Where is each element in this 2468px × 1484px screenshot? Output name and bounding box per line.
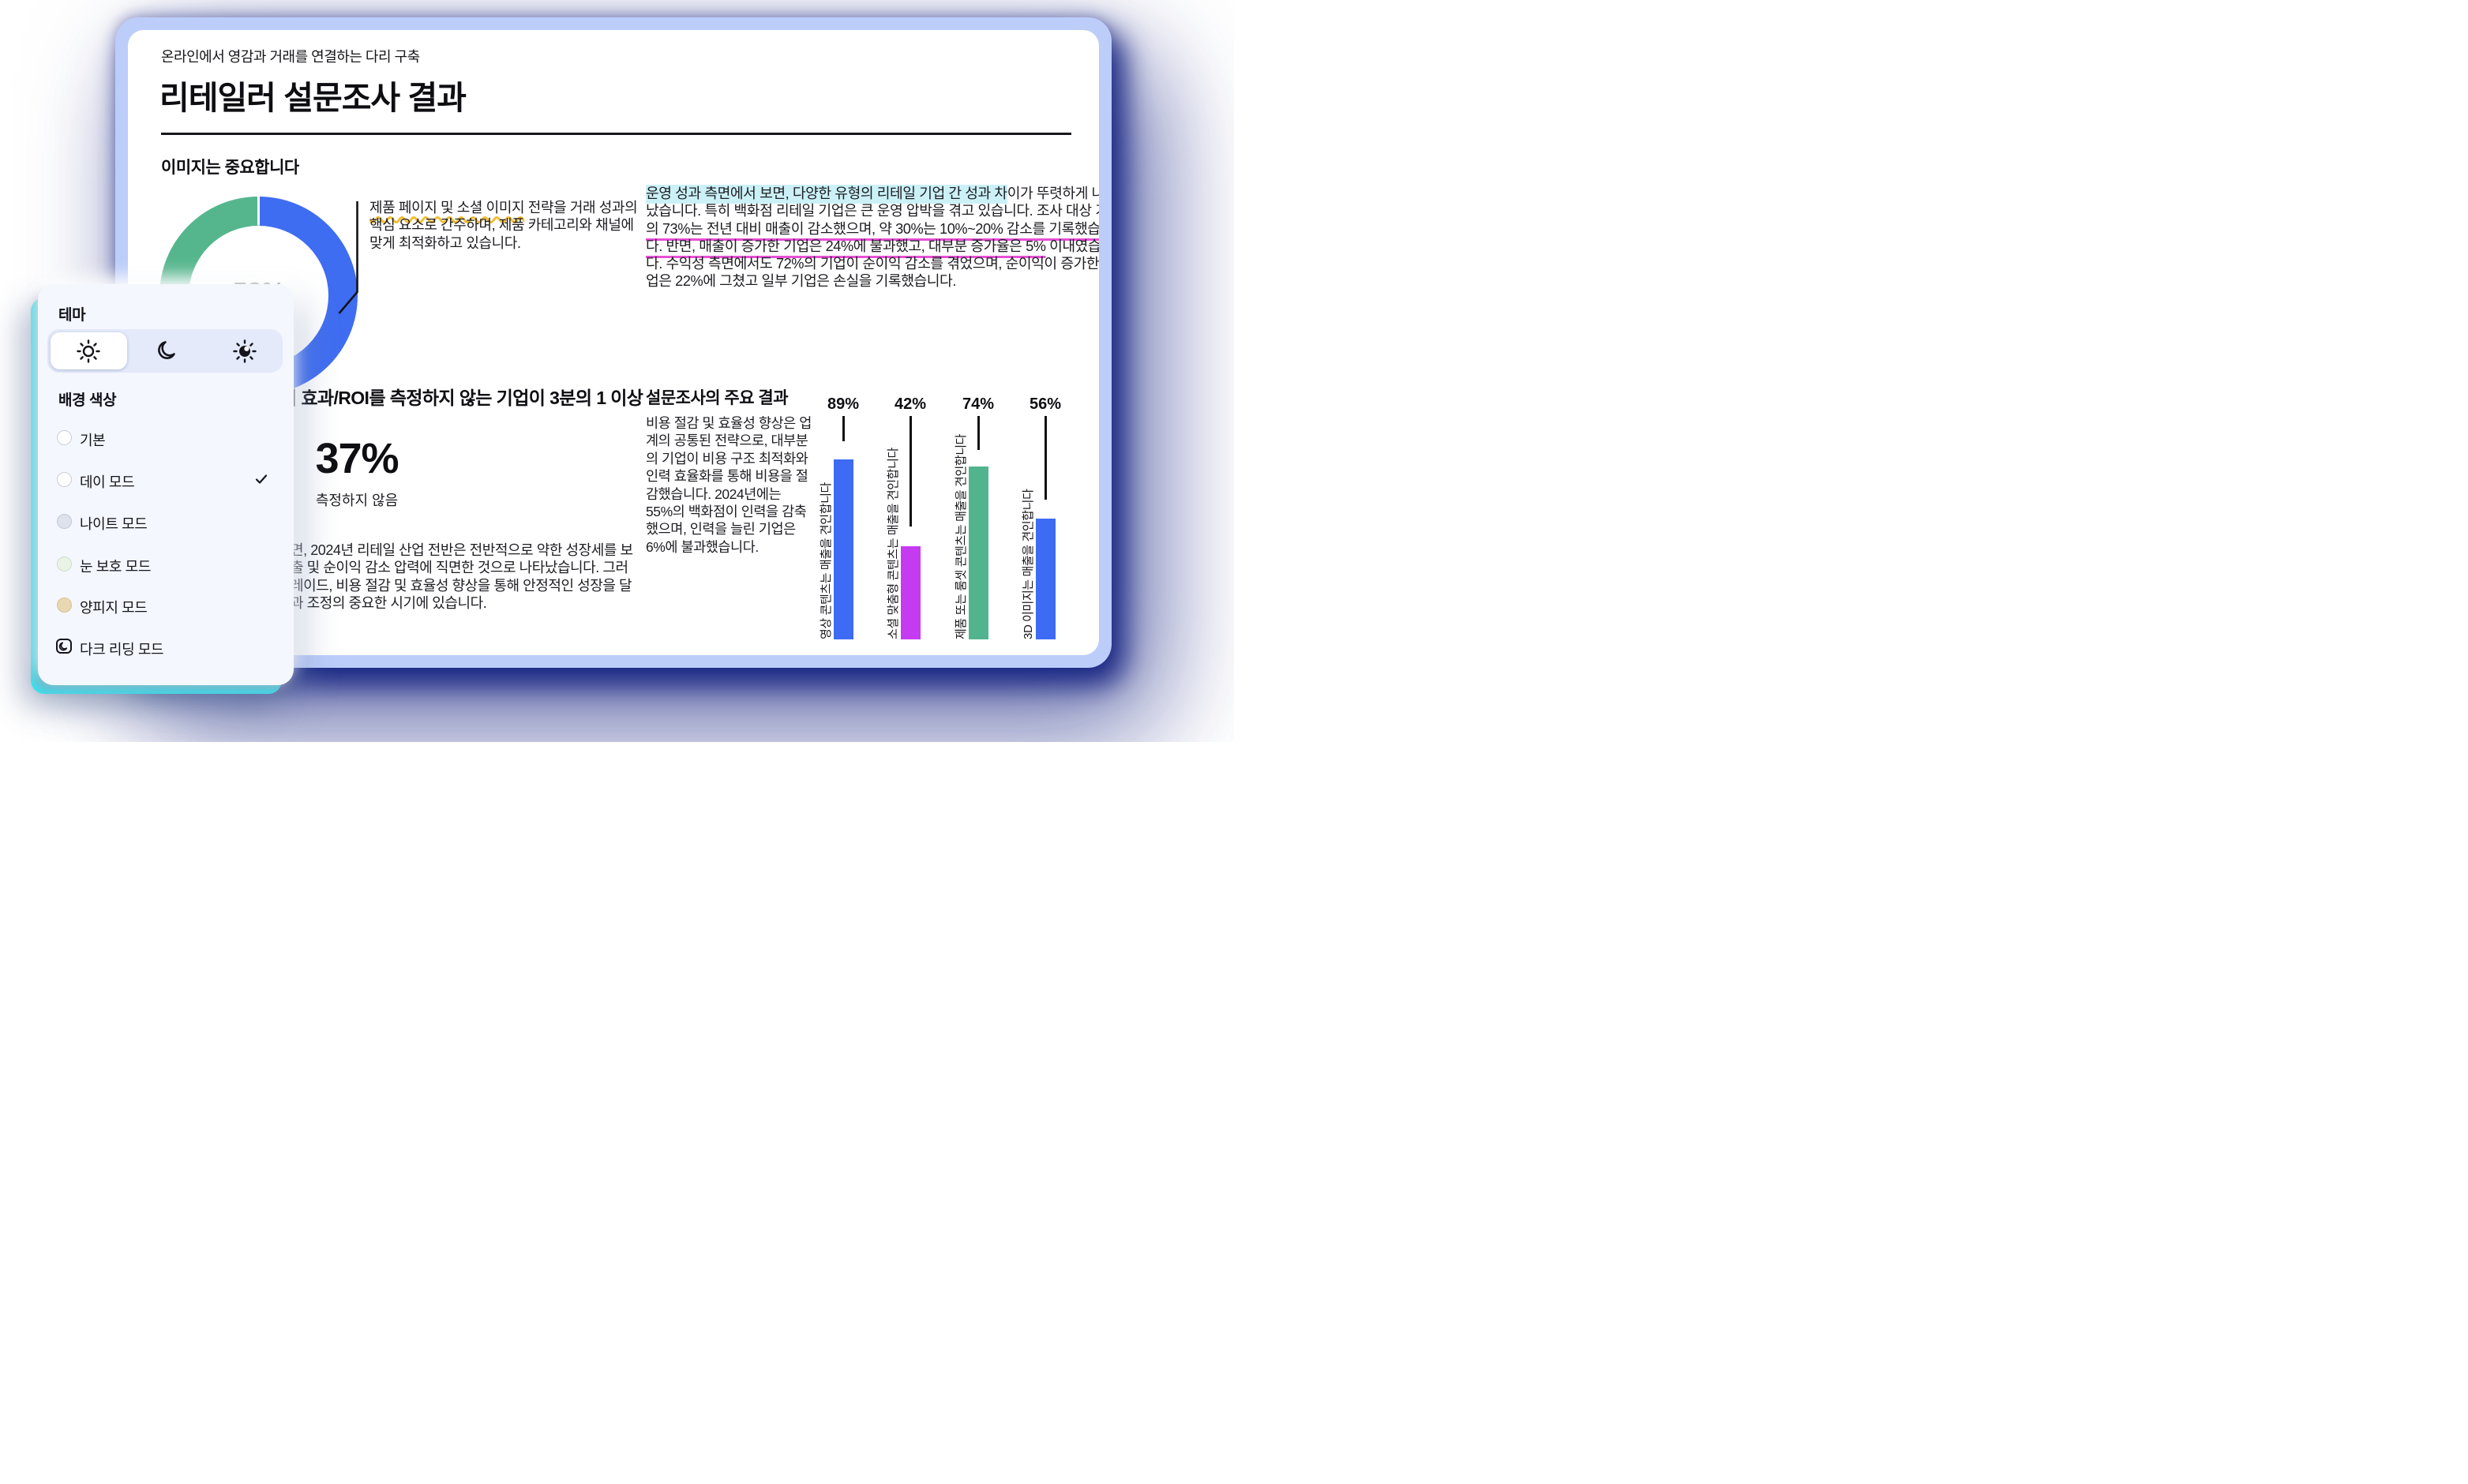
roi-line-2: 출 및 순이익 감소 압력에 직면한 것으로 나타났습니다. 그러	[291, 560, 628, 576]
bar-category-label: 3D 이미지는 매출을 견인합니다	[1022, 489, 1035, 639]
bg-option-label: 눈 보호 모드	[80, 559, 152, 575]
dark-reading-mode-icon	[56, 639, 72, 654]
survey-line-8: 6%에 불과했습니다.	[646, 538, 759, 555]
bar-value-label: 42%	[894, 395, 927, 413]
operations-paragraph: 운영 성과 측면에서 보면, 다양한 유형의 리테일 기업 간 성과 차이가 뚜…	[646, 185, 1099, 290]
bar-video-content	[834, 459, 853, 639]
ops-line-4: 다. 반면, 매출이 증가한 기업은 24%에 불과했고, 대부분 증가율은 5…	[646, 238, 1099, 254]
callout-line-1: 제품 페이지 및 소셜 이미지 전략을 거래 성과의	[369, 200, 638, 215]
auto-mode-button[interactable]	[206, 332, 283, 369]
section-heading-images: 이미지는 중요합니다	[161, 159, 299, 177]
bar-social-content	[901, 546, 921, 639]
background-color-heading: 배경 색상	[58, 392, 117, 409]
bg-option-parchment[interactable]: 양피지 모드	[38, 592, 294, 619]
bg-option-label: 양피지 모드	[80, 600, 148, 616]
survey-line-3: 의 기업이 비용 구조 최적화와	[646, 450, 808, 467]
survey-line-6: 55%의 백화점이 인력을 감축	[646, 504, 807, 520]
bar-category-label: 소셜 맞춤형 콘텐츠는 매출을 견인합니다	[887, 448, 900, 639]
theme-panel-title: 테마	[58, 307, 86, 324]
dark-mode-button[interactable]	[130, 332, 207, 369]
bar-value-label: 74%	[962, 395, 995, 413]
dark-reading-mode-item[interactable]: 다크 리딩 모드	[38, 634, 294, 661]
bar-leader-line	[977, 416, 980, 450]
bar-leader-line	[1045, 416, 1047, 500]
bar-category-label: 제품 또는 룸셋 콘텐츠는 매출을 견인합니다	[955, 433, 968, 639]
roi-stat-value: 37%	[315, 435, 399, 482]
bg-option-label: 나이트 모드	[80, 516, 148, 532]
pink-underlined-text: 의 73%는 전년 대비 매출이 감소했으며, 약 30%는 10%~20% 감…	[646, 220, 1099, 237]
pink-underlined-text: 다. 반면, 매출이 증가한 기업은 24%에 불과했고, 대부분 증가율은 5…	[646, 238, 1046, 254]
parchment-swatch-icon	[57, 598, 72, 613]
callout-line-3: 맞게 최적화하고 있습니다.	[369, 234, 521, 251]
survey-line-4: 인력 효율화를 통해 비용을 절	[646, 468, 808, 485]
theme-mode-segmented-control	[47, 329, 283, 373]
ops-line-5: 다. 수익성 측면에서도 72%의 기업이 순이익 감소를 겪었으며, 순이익이…	[646, 256, 1099, 272]
eye-protection-swatch-icon	[57, 556, 72, 571]
cyan-highlighted-text: 운영 성과 측면에서 보면, 다양한 유형의 리테일 기업 간 성과 차	[646, 185, 1007, 204]
document-card-ring: 온라인에서 영감과 거래를 연결하는 다리 구축 리테일러 설문조사 결과 이미…	[115, 17, 1112, 668]
checkmark-icon	[255, 474, 268, 484]
survey-line-7: 했으며, 인력을 늘린 기업은	[646, 521, 796, 538]
light-mode-button[interactable]	[51, 332, 127, 369]
section-heading-survey: 설문조사의 주요 결과	[646, 389, 789, 407]
survey-line-1: 비용 절감 및 효율성 향상은 업	[646, 415, 812, 431]
default-swatch-icon	[57, 430, 72, 445]
survey-line-5: 감했습니다. 2024년에는	[646, 485, 782, 502]
night-mode-swatch-icon	[57, 514, 72, 529]
bg-option-day-mode[interactable]: 데이 모드	[38, 467, 294, 493]
bar-category-label: 영상 콘텐츠는 매출을 견인합니다	[820, 482, 833, 639]
ops-line-1: 운영 성과 측면에서 보면, 다양한 유형의 리테일 기업 간 성과 차이가 뚜…	[646, 185, 1099, 204]
callout-line-2: 핵심 요소로 간주하며, 제품 카테고리와 채널에	[369, 217, 634, 234]
document-kicker: 온라인에서 영감과 거래를 연결하는 다리 구축	[161, 49, 420, 65]
roi-line-4: 과 조정의 중요한 시기에 있습니다.	[291, 595, 487, 612]
bar-leader-line	[910, 416, 912, 527]
bar-value-label: 56%	[1029, 395, 1062, 413]
bg-option-label: 기본	[80, 433, 106, 448]
bg-option-default[interactable]: 기본	[38, 425, 294, 452]
bar-leader-line	[842, 416, 845, 441]
light-sun-icon	[77, 339, 101, 363]
section-heading-roi: 의 효과/ROI를 측정하지 않는 기업이 3분의 1 이상	[280, 388, 643, 408]
callout-connector-line	[338, 201, 358, 314]
survey-line-2: 계의 공통된 전략으로, 대부분	[646, 433, 808, 449]
ops-line-3: 의 73%는 전년 대비 매출이 감소했으며, 약 30%는 10%~20% 감…	[646, 220, 1099, 238]
roi-line-1: 면, 2024년 리테일 산업 전반은 전반적으로 약한 성장세를 보	[291, 542, 633, 558]
page-title: 리테일러 설문조사 결과	[159, 80, 467, 116]
dark-reading-mode-label: 다크 리딩 모드	[80, 642, 164, 658]
survey-paragraph: 비용 절감 및 효율성 향상은 업 계의 공통된 전략으로, 대부분 의 기업이…	[646, 414, 812, 556]
page-canvas: 온라인에서 영감과 거래를 연결하는 다리 구축 리테일러 설문조사 결과 이미…	[0, 0, 1234, 742]
bar-roomset-content	[969, 467, 988, 639]
auto-eclipse-icon	[232, 339, 257, 363]
ops-line-2: 났습니다. 특히 백화점 리테일 기업은 큰 운영 압박을 겪고 있습니다. 조…	[646, 203, 1099, 219]
wavy-underlined-text: 제품 페이지 및 소셜 이미지	[369, 200, 525, 215]
bg-option-label: 데이 모드	[80, 474, 135, 490]
theme-settings-panel: 테마	[38, 284, 294, 685]
day-mode-swatch-icon	[57, 472, 72, 487]
roi-line-3: 레이드, 비용 절감 및 효율성 향상을 통해 안정적인 성장을 달	[291, 577, 632, 594]
roi-paragraph: 면, 2024년 리테일 산업 전반은 전반적으로 약한 성장세를 보 출 및 …	[291, 542, 633, 613]
ops-line-6: 업은 22%에 그쳤고 일부 기업은 손실을 기록했습니다.	[646, 273, 956, 290]
roi-stat-label: 측정하지 않음	[315, 493, 399, 508]
bg-option-eye-protection[interactable]: 눈 보호 모드	[38, 551, 294, 578]
title-divider	[161, 133, 1071, 135]
donut-callout-text: 제품 페이지 및 소셜 이미지 전략을 거래 성과의 핵심 요소로 간주하며, …	[369, 199, 638, 252]
bar-value-label: 89%	[827, 395, 860, 413]
bg-option-night-mode[interactable]: 나이트 모드	[38, 508, 294, 535]
dark-moon-icon	[158, 340, 175, 359]
bar-3d-images	[1036, 519, 1056, 639]
